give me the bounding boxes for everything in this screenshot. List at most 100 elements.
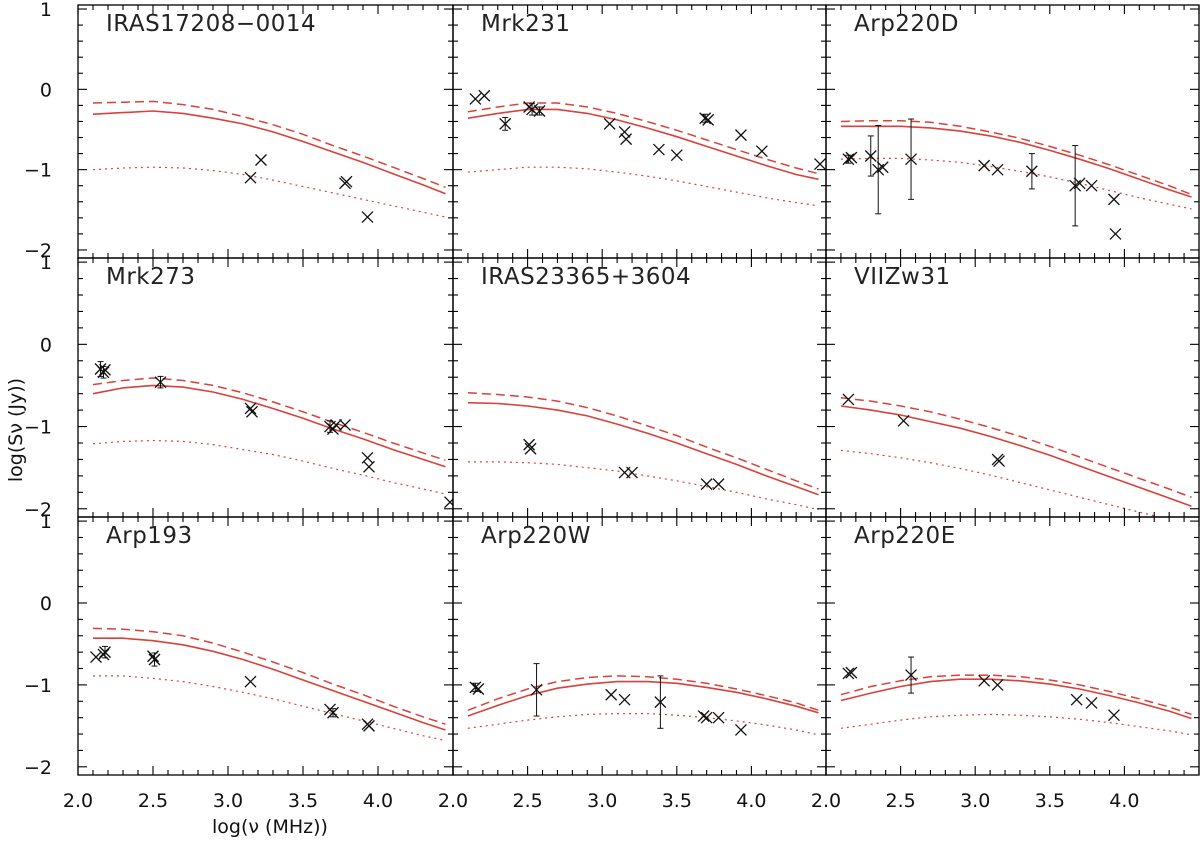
y-axis-title: log(Sν (Jy)) [5, 378, 27, 482]
data-point [340, 175, 353, 188]
model-curve-solid [840, 678, 1192, 720]
model-curve-dotted [467, 461, 819, 511]
marker-stroke [734, 723, 747, 736]
panel-plot-area [92, 100, 446, 223]
marker-stroke [734, 129, 747, 142]
model-curve-dotted [840, 449, 1162, 517]
panel-frame [77, 516, 454, 776]
panel-frame [825, 516, 1200, 776]
panel-title: Mrk231 [481, 11, 571, 37]
y-tick-label: 1 [40, 252, 52, 274]
data-point [478, 89, 491, 102]
data-point [1085, 696, 1098, 709]
data-point [702, 113, 715, 126]
y-tick-label: 0 [40, 593, 52, 615]
panel-plot-area [90, 627, 446, 742]
marker-stroke [499, 117, 512, 130]
panel-frame [452, 516, 827, 776]
marker-stroke [618, 125, 631, 138]
data-point [523, 438, 536, 451]
data-point [897, 414, 910, 427]
data-point [1073, 177, 1086, 190]
y-tick-label: −2 [24, 240, 52, 262]
model-curve-dashed [840, 397, 1192, 499]
data-point [991, 163, 1004, 176]
marker-stroke [533, 105, 546, 117]
marker-stroke [1070, 693, 1083, 706]
model-curve-solid [92, 384, 446, 468]
model-curve-dotted [467, 712, 819, 736]
panel-4: Mrk273 −2 −1 0 1 [24, 252, 454, 521]
data-point [1109, 227, 1122, 240]
marker-stroke [700, 478, 713, 491]
data-point [147, 650, 159, 663]
data-point [444, 496, 453, 509]
marker-stroke [842, 667, 855, 680]
marker-stroke [255, 154, 267, 166]
model-curve-dashed [840, 674, 1192, 716]
model-curve-dashed [467, 102, 819, 175]
data-point [1107, 709, 1120, 722]
data-point [469, 93, 482, 105]
data-point [872, 124, 885, 215]
data-point [533, 105, 546, 117]
y-tick-label: −1 [24, 675, 52, 697]
marker-stroke [845, 666, 858, 679]
data-point [864, 135, 877, 177]
panel-frame [825, 257, 1200, 518]
panel-frame [452, 4, 827, 259]
marker-stroke [1107, 193, 1120, 206]
model-curve-dashed [92, 627, 446, 725]
marker-stroke [363, 719, 375, 732]
data-point [814, 158, 826, 170]
model-curve-dotted [467, 166, 819, 207]
panel-plot-area [840, 656, 1192, 736]
data-point [978, 159, 991, 172]
panel-title: IRAS17208−0014 [106, 11, 316, 37]
data-point [670, 149, 683, 162]
marker-stroke [469, 681, 482, 694]
data-point [734, 723, 747, 736]
marker-stroke [244, 402, 257, 415]
marker-stroke [1025, 165, 1038, 178]
panel-plot-area [92, 361, 453, 509]
y-tick-label: −2 [24, 757, 52, 779]
data-point [244, 171, 257, 184]
marker-stroke [755, 145, 768, 158]
marker-stroke [97, 648, 110, 661]
y-tick-label: −1 [24, 160, 52, 182]
y-tick-label: 0 [40, 334, 52, 356]
y-tick-label: −1 [24, 417, 52, 439]
model-curve-dashed [467, 392, 819, 490]
model-curve-dashed [92, 100, 446, 188]
data-point [603, 117, 616, 130]
marker-stroke [978, 674, 991, 687]
panel-plot-area [840, 118, 1192, 240]
x-tick-label: 3.5 [1035, 790, 1065, 812]
data-point [1107, 193, 1120, 206]
data-point [845, 151, 858, 164]
model-curve-dashed [92, 377, 446, 462]
marker-stroke [993, 455, 1006, 468]
data-point [654, 675, 667, 729]
data-point [697, 710, 710, 722]
data-point [255, 154, 267, 166]
marker-stroke [327, 706, 339, 719]
panel-title: Arp220W [481, 523, 591, 549]
model-curve-solid [467, 680, 819, 717]
marker-stroke [712, 711, 725, 724]
data-point [1025, 153, 1038, 190]
panels-layer: IRAS17208−0014 −2 −1 0 1 Mrk231 Arp220D Mrk273 −… [24, 0, 1200, 812]
marker-stroke [524, 442, 537, 455]
marker-stroke [99, 363, 111, 376]
panel-title: Arp220D [854, 11, 959, 37]
marker-stroke [526, 103, 539, 116]
data-point [618, 125, 631, 138]
marker-stroke [978, 159, 991, 172]
marker-stroke [864, 150, 877, 162]
panel-plot-area [840, 393, 1192, 517]
y-tick-label: 1 [40, 0, 52, 21]
x-tick-label: 2.0 [438, 790, 468, 812]
marker-stroke [814, 158, 826, 170]
